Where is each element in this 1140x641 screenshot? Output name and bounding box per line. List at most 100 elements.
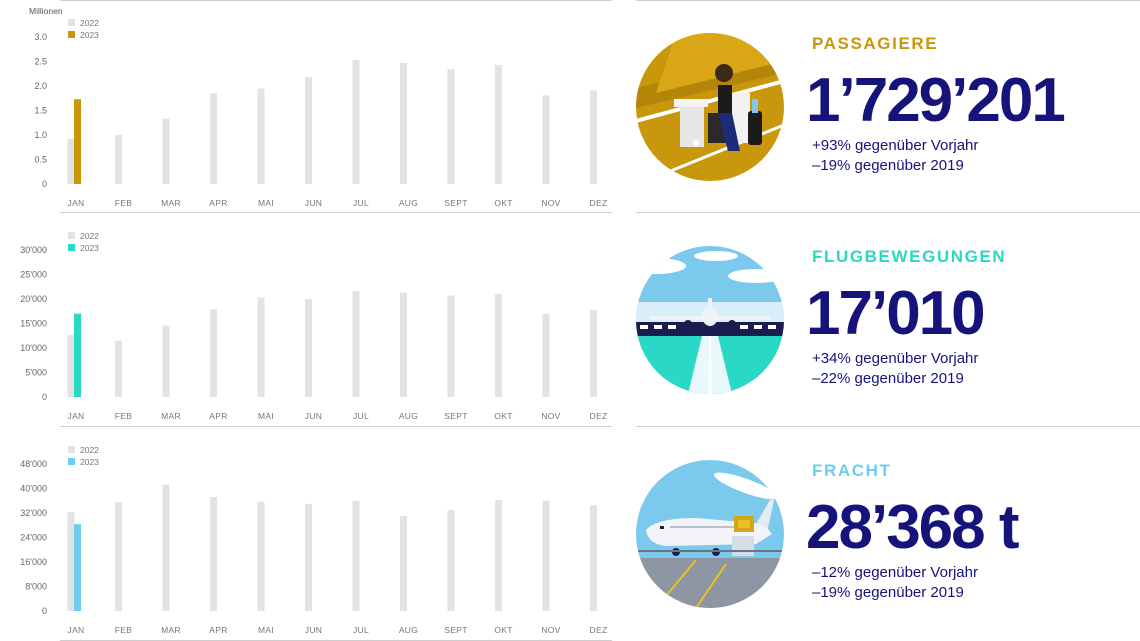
bar-2022-APR: [210, 93, 217, 184]
bar-2022-AUG: [400, 516, 407, 611]
bar-2022-FEB: [115, 501, 122, 611]
bar-2023-JAN: [74, 524, 81, 611]
month-label: MAR: [161, 198, 181, 208]
month-label: AUG: [399, 198, 418, 208]
y-tick-label: 25'000: [20, 270, 47, 280]
bar-2022-JUL: [352, 291, 360, 397]
bar-2022-DEZ: [590, 90, 597, 184]
month-label: SEPT: [444, 198, 467, 208]
bar-2022-JAN: [67, 138, 75, 184]
separator-1-left: [60, 212, 612, 213]
bar-2022-MAI: [257, 297, 265, 397]
month-label: FEB: [115, 198, 132, 208]
legend-label-2023: 2023: [80, 30, 99, 40]
bar-2022-SEPT: [447, 509, 455, 611]
y-tick-label: 24'000: [20, 533, 47, 543]
bar-2022-FEB: [115, 340, 122, 397]
y-tick-label: 1.5: [34, 106, 47, 116]
y-tick-label: 0.5: [34, 155, 47, 165]
y-tick-label: 40'000: [20, 484, 47, 494]
legend-swatch-2022: [68, 232, 75, 239]
bar-2022-AUG: [400, 62, 407, 184]
month-label: FEB: [115, 625, 132, 635]
passengers-category: PASSAGIERE: [812, 34, 939, 53]
month-label: JAN: [68, 198, 85, 208]
legend-label-2023: 2023: [80, 243, 99, 253]
y-tick-label: 32'000: [20, 508, 47, 518]
legend-label-2022: 2022: [80, 18, 99, 28]
cargo-bar-chart: 0 8'000 16'000 24'000 32'000 40'000 48'000 2022…: [20, 445, 607, 635]
month-label: FEB: [115, 411, 132, 421]
month-label: JAN: [68, 411, 85, 421]
bar-2022-DEZ: [590, 505, 597, 611]
month-label: JUL: [353, 198, 369, 208]
month-label: APR: [209, 411, 227, 421]
month-label: APR: [209, 198, 227, 208]
bar-2022-NOV: [542, 95, 550, 184]
month-label: MAR: [161, 411, 181, 421]
month-label: DEZ: [590, 198, 608, 208]
y-tick-label: 48'000: [20, 459, 47, 469]
cargo-vs-previous-year: –12% gegenüber Vorjahr: [812, 564, 978, 581]
passengers-vs-2019: –19% gegenüber 2019: [812, 157, 964, 174]
cargo-value: 28’368 t: [806, 493, 1020, 562]
movements-value: 17’010: [806, 279, 986, 348]
month-label: SEPT: [444, 625, 467, 635]
bar-2022-APR: [210, 309, 217, 397]
bar-2022-MAI: [257, 88, 265, 184]
legend-label-2022: 2022: [80, 445, 99, 455]
bar-2022-MAR: [162, 118, 170, 184]
month-label: OKT: [494, 411, 512, 421]
unit-label: Millionen: [29, 6, 63, 16]
month-label: NOV: [541, 625, 560, 635]
legend-swatch-2022: [68, 446, 75, 453]
bar-2023-JAN: [74, 313, 81, 397]
month-label: JUL: [353, 625, 369, 635]
legend-swatch-2023: [68, 244, 75, 251]
bar-2022-MAI: [257, 501, 265, 611]
month-label: JUN: [305, 198, 322, 208]
month-label: MAI: [258, 625, 274, 635]
month-label: OKT: [494, 198, 512, 208]
bar-2022-NOV: [542, 313, 550, 397]
legend-label-2023: 2023: [80, 457, 99, 467]
bar-2022-OKT: [495, 294, 502, 397]
cargo-vs-2019: –19% gegenüber 2019: [812, 584, 964, 601]
month-label: MAI: [258, 411, 274, 421]
bar-2022-JUN: [305, 299, 312, 397]
y-tick-label: 15'000: [20, 319, 47, 329]
movements-vs-previous-year: +34% gegenüber Vorjahr: [812, 350, 979, 367]
y-tick-label: 2.0: [34, 81, 47, 91]
y-tick-label: 16'000: [20, 557, 47, 567]
bar-2022-JUL: [352, 500, 360, 611]
month-label: MAI: [258, 198, 274, 208]
month-label: JUN: [305, 625, 322, 635]
y-tick-label: 20'000: [20, 294, 47, 304]
month-label: AUG: [399, 411, 418, 421]
y-tick-label: 10'000: [20, 343, 47, 353]
passengers-panel: PASSAGIERE 1’729’201 +93% gegenüber Vorj…: [636, 0, 1140, 213]
passengers-vs-previous-year: +93% gegenüber Vorjahr: [812, 137, 979, 154]
bar-2022-MAR: [162, 325, 170, 397]
month-label: NOV: [541, 198, 560, 208]
movements-bar-chart: 0 5'000 10'000 15'000 20'000 25'000 30'000 2022…: [20, 231, 607, 421]
movements-vs-2019: –22% gegenüber 2019: [812, 370, 964, 387]
month-label: APR: [209, 625, 227, 635]
bar-2022-AUG: [400, 292, 407, 397]
cargo-loading-illustration: [636, 460, 784, 608]
separator-top-right: [636, 0, 1140, 1]
airplane-runway-illustration: [636, 246, 784, 394]
bar-2023-JAN: [74, 99, 81, 184]
month-label: AUG: [399, 625, 418, 635]
separator-2-left: [60, 426, 612, 427]
y-tick-label: 2.5: [34, 57, 47, 67]
legend-swatch-2023: [68, 31, 75, 38]
bar-2022-MAR: [162, 484, 170, 611]
bar-2022-JUN: [305, 503, 312, 611]
bar-2022-NOV: [542, 500, 550, 611]
bar-2022-APR: [210, 497, 217, 611]
bar-2022-DEZ: [590, 309, 597, 397]
separator-2-right: [636, 426, 1140, 427]
bar-2022-JAN: [67, 512, 75, 611]
bar-2022-JUL: [352, 60, 360, 184]
